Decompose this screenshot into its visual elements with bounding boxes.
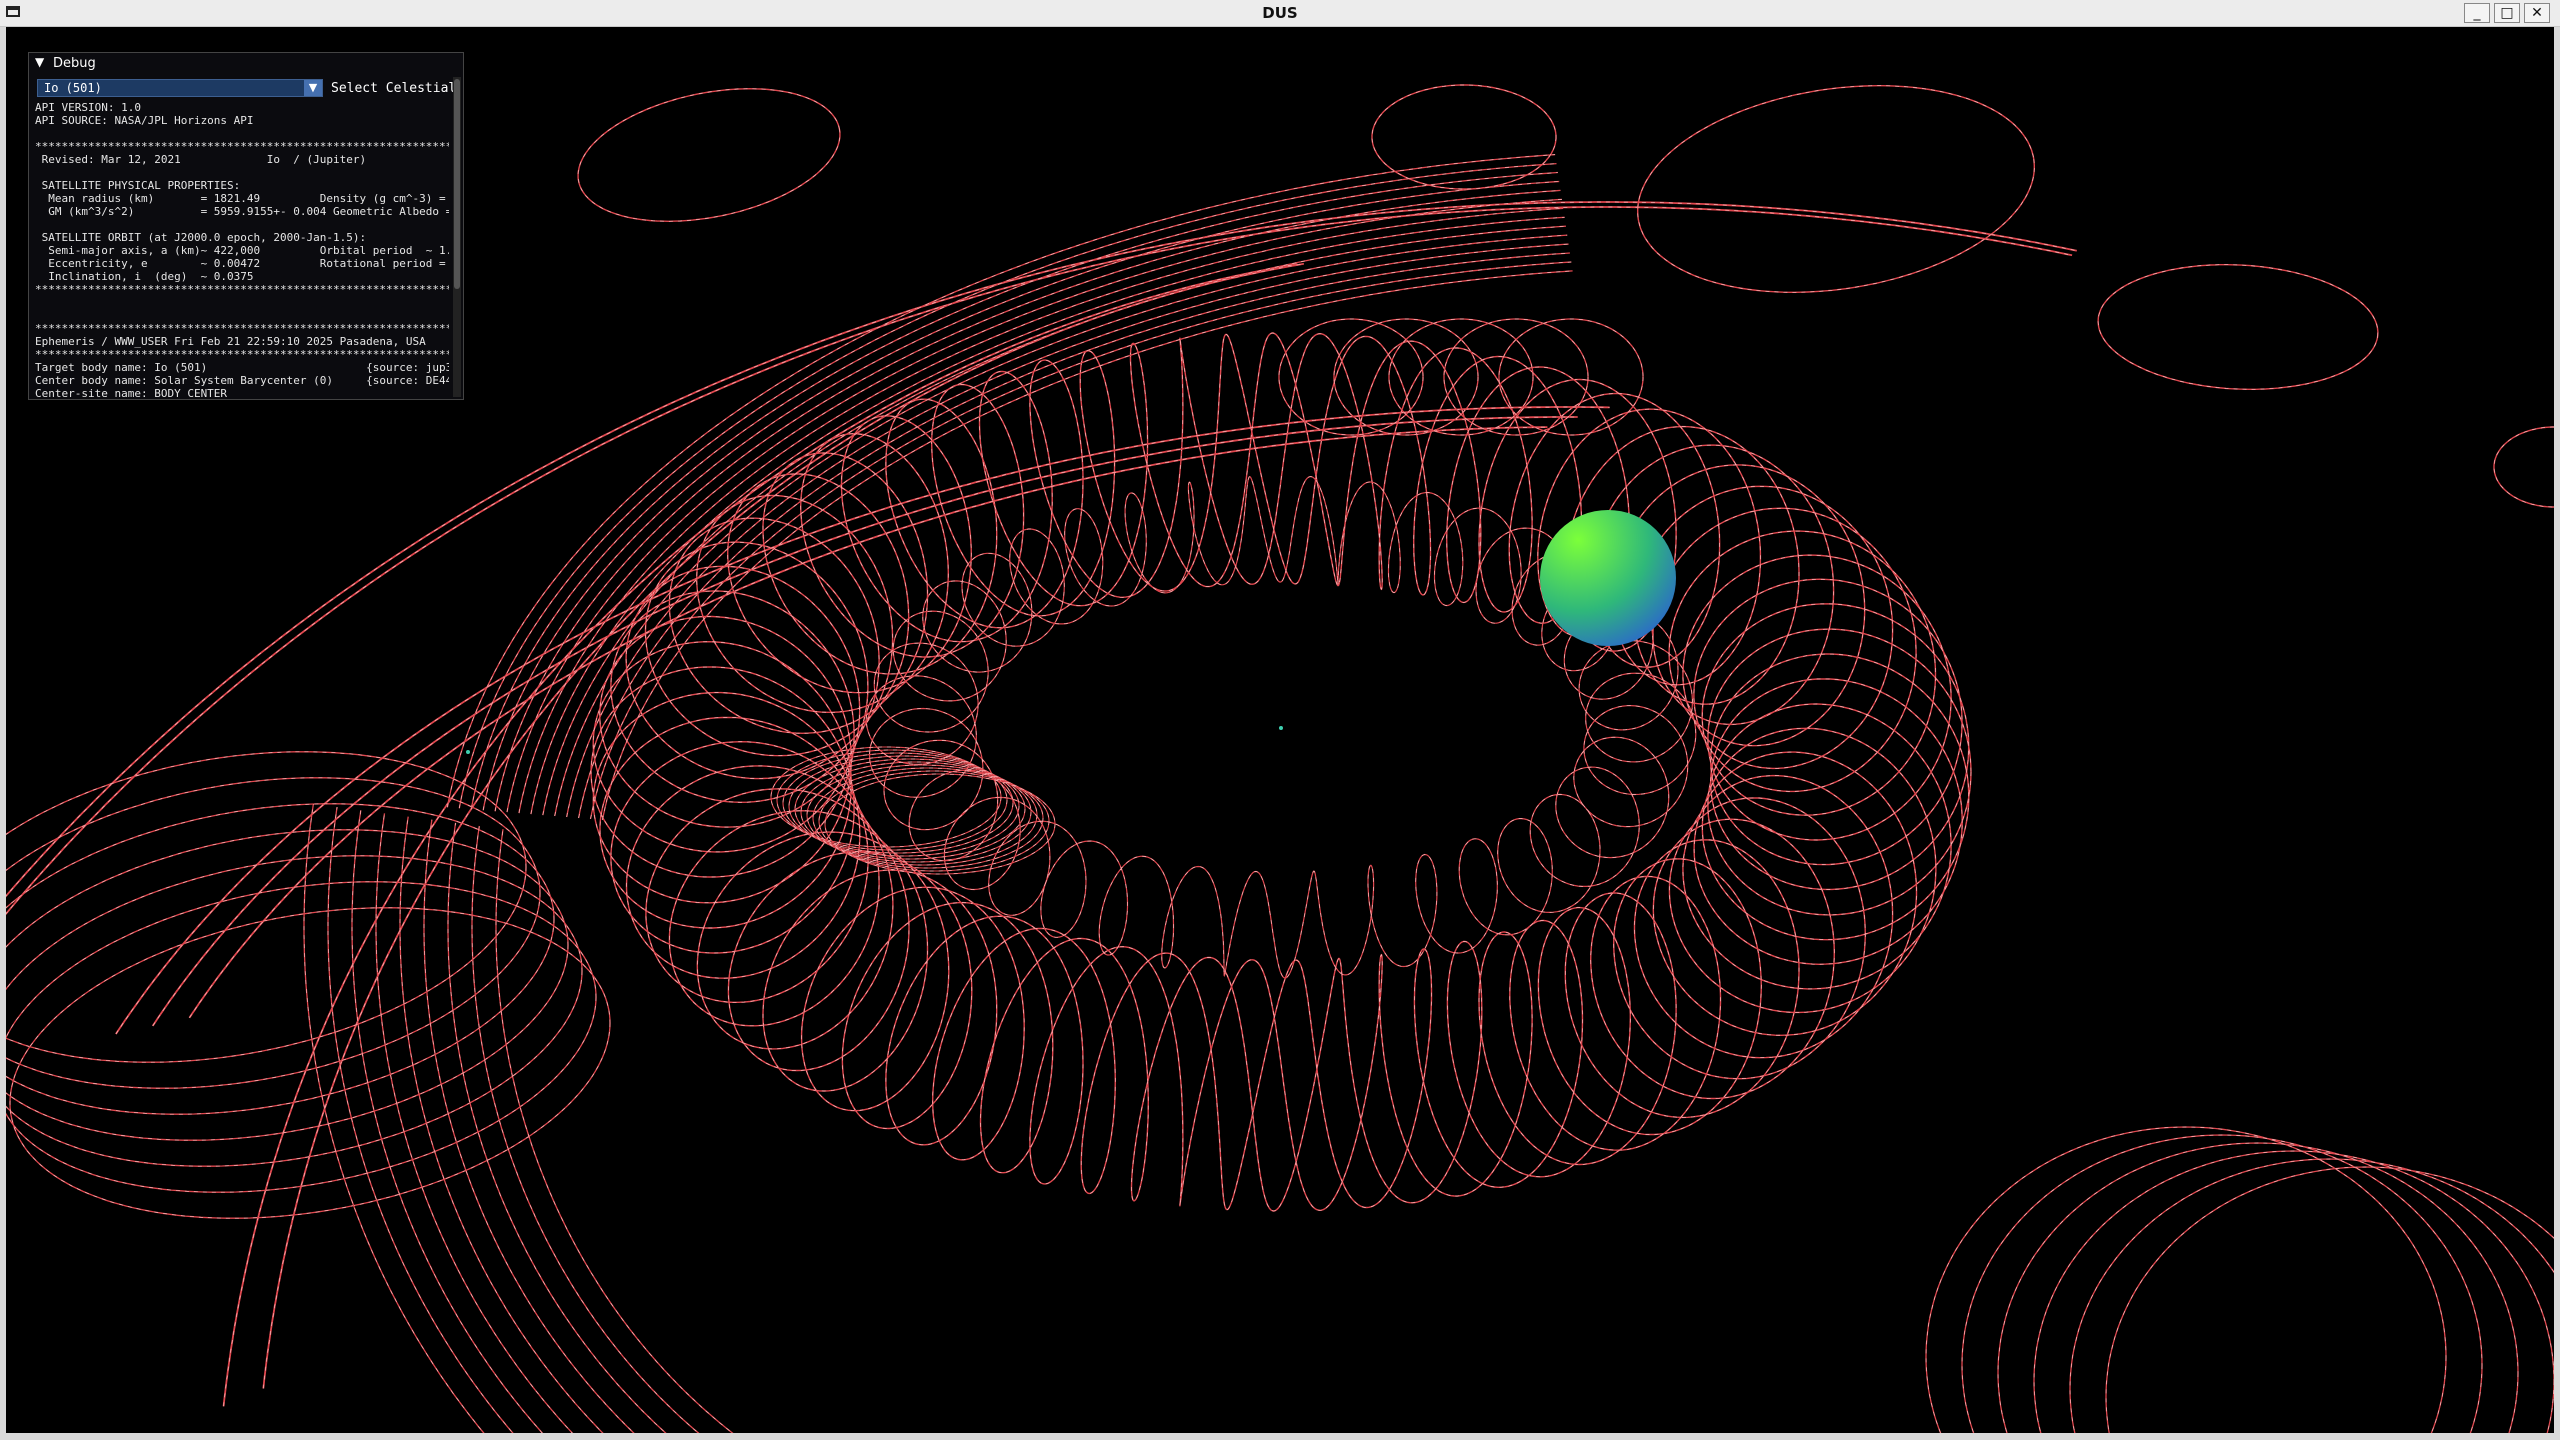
lower-right-orbit-loop — [2106, 1167, 2554, 1433]
distant-orbit-ellipse — [1372, 85, 1556, 189]
lower-left-orbit-arc — [448, 823, 749, 1433]
planet-sphere[interactable] — [1540, 510, 1676, 646]
left-orbit-ellipse-dashes — [10, 908, 610, 1218]
minimize-button[interactable]: _ — [2464, 3, 2490, 23]
debug-title: Debug — [53, 56, 96, 71]
top-orbit-loop — [1334, 319, 1478, 435]
info-line: SATELLITE ORBIT (at J2000.0 epoch, 2000-… — [35, 231, 449, 244]
info-line: Mean radius (km) = 1821.49 Density (g cm… — [35, 192, 449, 205]
distant-orbit-ellipse-dashes — [2098, 265, 2378, 390]
info-line: Center-site name: BODY CENTER — [35, 387, 449, 399]
lower-left-orbit-arc-dashes — [472, 826, 761, 1433]
distant-orbit-ellipse — [2494, 427, 2554, 507]
lower-right-orbit-loop — [1998, 1143, 2518, 1433]
lower-left-orbit-arc-dashes — [424, 820, 737, 1433]
collapse-arrow-icon[interactable]: ▼ — [35, 55, 44, 69]
lower-left-orbit-arc — [328, 807, 689, 1433]
swoop-orbit-arc — [603, 271, 1573, 820]
lower-right-orbit-loop-dashes — [2106, 1167, 2554, 1433]
info-line — [35, 296, 449, 309]
dropdown-arrow-icon[interactable]: ▼ — [304, 80, 322, 96]
left-orbit-ellipse — [6, 856, 582, 1166]
info-line: Semi-major axis, a (km)~ 422,000 Orbital… — [35, 244, 449, 257]
lower-right-orbit-loop-dashes — [1926, 1127, 2446, 1433]
swoop-orbit-arc-dashes — [519, 208, 1563, 813]
maximize-button[interactable]: □ — [2494, 3, 2520, 23]
large-orbit-arc-dashes — [224, 264, 1298, 1406]
info-line: ****************************************… — [35, 283, 449, 296]
distant-orbit-ellipse — [1638, 86, 2035, 293]
info-line: Inclination, i (deg) ~ 0.0375 — [35, 270, 449, 283]
distant-orbit-ellipse — [578, 89, 840, 222]
window-titlebar: DUS _ □ ✕ — [0, 0, 2560, 27]
left-orbit-ellipse — [6, 830, 568, 1140]
swoop-orbit-arc — [519, 208, 1563, 813]
lower-left-orbit-arc — [472, 826, 761, 1433]
info-line: Center body name: Solar System Barycente… — [35, 374, 449, 387]
info-line: Ephemeris / WWW_USER Fri Feb 21 22:59:10… — [35, 335, 449, 348]
distant-orbit-ellipse-dashes — [578, 89, 840, 222]
debug-header[interactable]: ▼ Debug — [29, 53, 463, 75]
info-line: Target body name: Io (501) {source: jup3… — [35, 361, 449, 374]
api-info-text: API VERSION: 1.0 API SOURCE: NASA/JPL Hor… — [35, 101, 449, 399]
close-button[interactable]: ✕ — [2524, 3, 2550, 23]
lower-left-orbit-arc-dashes — [328, 807, 689, 1433]
distant-orbit-ellipse — [2098, 265, 2378, 390]
debug-window[interactable]: ▼ Debug Io (501) ▼ Select Celestial Body… — [28, 52, 464, 400]
swoop-orbit-arc — [507, 199, 1562, 812]
swoop-orbit-arc-dashes — [603, 271, 1573, 820]
lower-right-orbit-loop-dashes — [2034, 1151, 2554, 1433]
info-line: ****************************************… — [35, 348, 449, 361]
lower-right-orbit-loop-dashes — [2070, 1159, 2554, 1433]
info-line — [35, 127, 449, 140]
debug-scrollbar[interactable] — [453, 77, 461, 397]
large-orbit-arc — [116, 407, 1610, 1034]
celestial-body-select[interactable]: Io (501) ▼ — [37, 79, 323, 97]
scrollbar-thumb[interactable] — [454, 79, 460, 289]
large-orbit-arc — [224, 264, 1298, 1406]
info-line: GM (km^3/s^2) = 5959.9155+- 0.004 Geomet… — [35, 205, 449, 218]
barycenter-marker — [1279, 726, 1283, 730]
window-title: DUS — [0, 4, 2560, 22]
info-line — [35, 166, 449, 179]
distant-orbit-ellipse-dashes — [1638, 86, 2035, 293]
info-line — [35, 218, 449, 231]
lower-right-orbit-loop — [1926, 1127, 2446, 1433]
info-line: Revised: Mar 12, 2021 Io / (Jupiter) 501 — [35, 153, 449, 166]
left-orbit-ellipse-dashes — [6, 856, 582, 1166]
large-orbit-arc-dashes — [189, 427, 1547, 1018]
info-line: ****************************************… — [35, 140, 449, 153]
left-orbit-ellipse — [6, 778, 540, 1088]
moon-marker — [466, 750, 470, 754]
large-orbit-arc-dashes — [116, 407, 1610, 1034]
lower-right-orbit-loop-dashes — [1998, 1143, 2518, 1433]
info-line: ****************************************… — [35, 322, 449, 335]
distant-orbit-ellipse-dashes — [2494, 427, 2554, 507]
large-orbit-arc — [189, 427, 1547, 1018]
swoop-orbit-arc-dashes — [507, 199, 1562, 812]
lower-right-orbit-loop — [2034, 1151, 2554, 1433]
top-orbit-loop — [1279, 319, 1423, 435]
left-orbit-ellipse — [10, 908, 610, 1218]
info-line: Eccentricity, e ~ 0.00472 Rotational per… — [35, 257, 449, 270]
select-value: Io (501) — [44, 81, 102, 95]
left-orbit-ellipse-dashes — [6, 830, 568, 1140]
info-line: SATELLITE PHYSICAL PROPERTIES: — [35, 179, 449, 192]
select-label: Select Celestial Body — [331, 81, 464, 96]
lower-left-orbit-arc-dashes — [448, 823, 749, 1433]
lower-right-orbit-loop — [2070, 1159, 2554, 1433]
info-line: API VERSION: 1.0 — [35, 101, 449, 114]
info-line — [35, 309, 449, 322]
lower-left-orbit-arc — [424, 820, 737, 1433]
info-line: API SOURCE: NASA/JPL Horizons API — [35, 114, 449, 127]
